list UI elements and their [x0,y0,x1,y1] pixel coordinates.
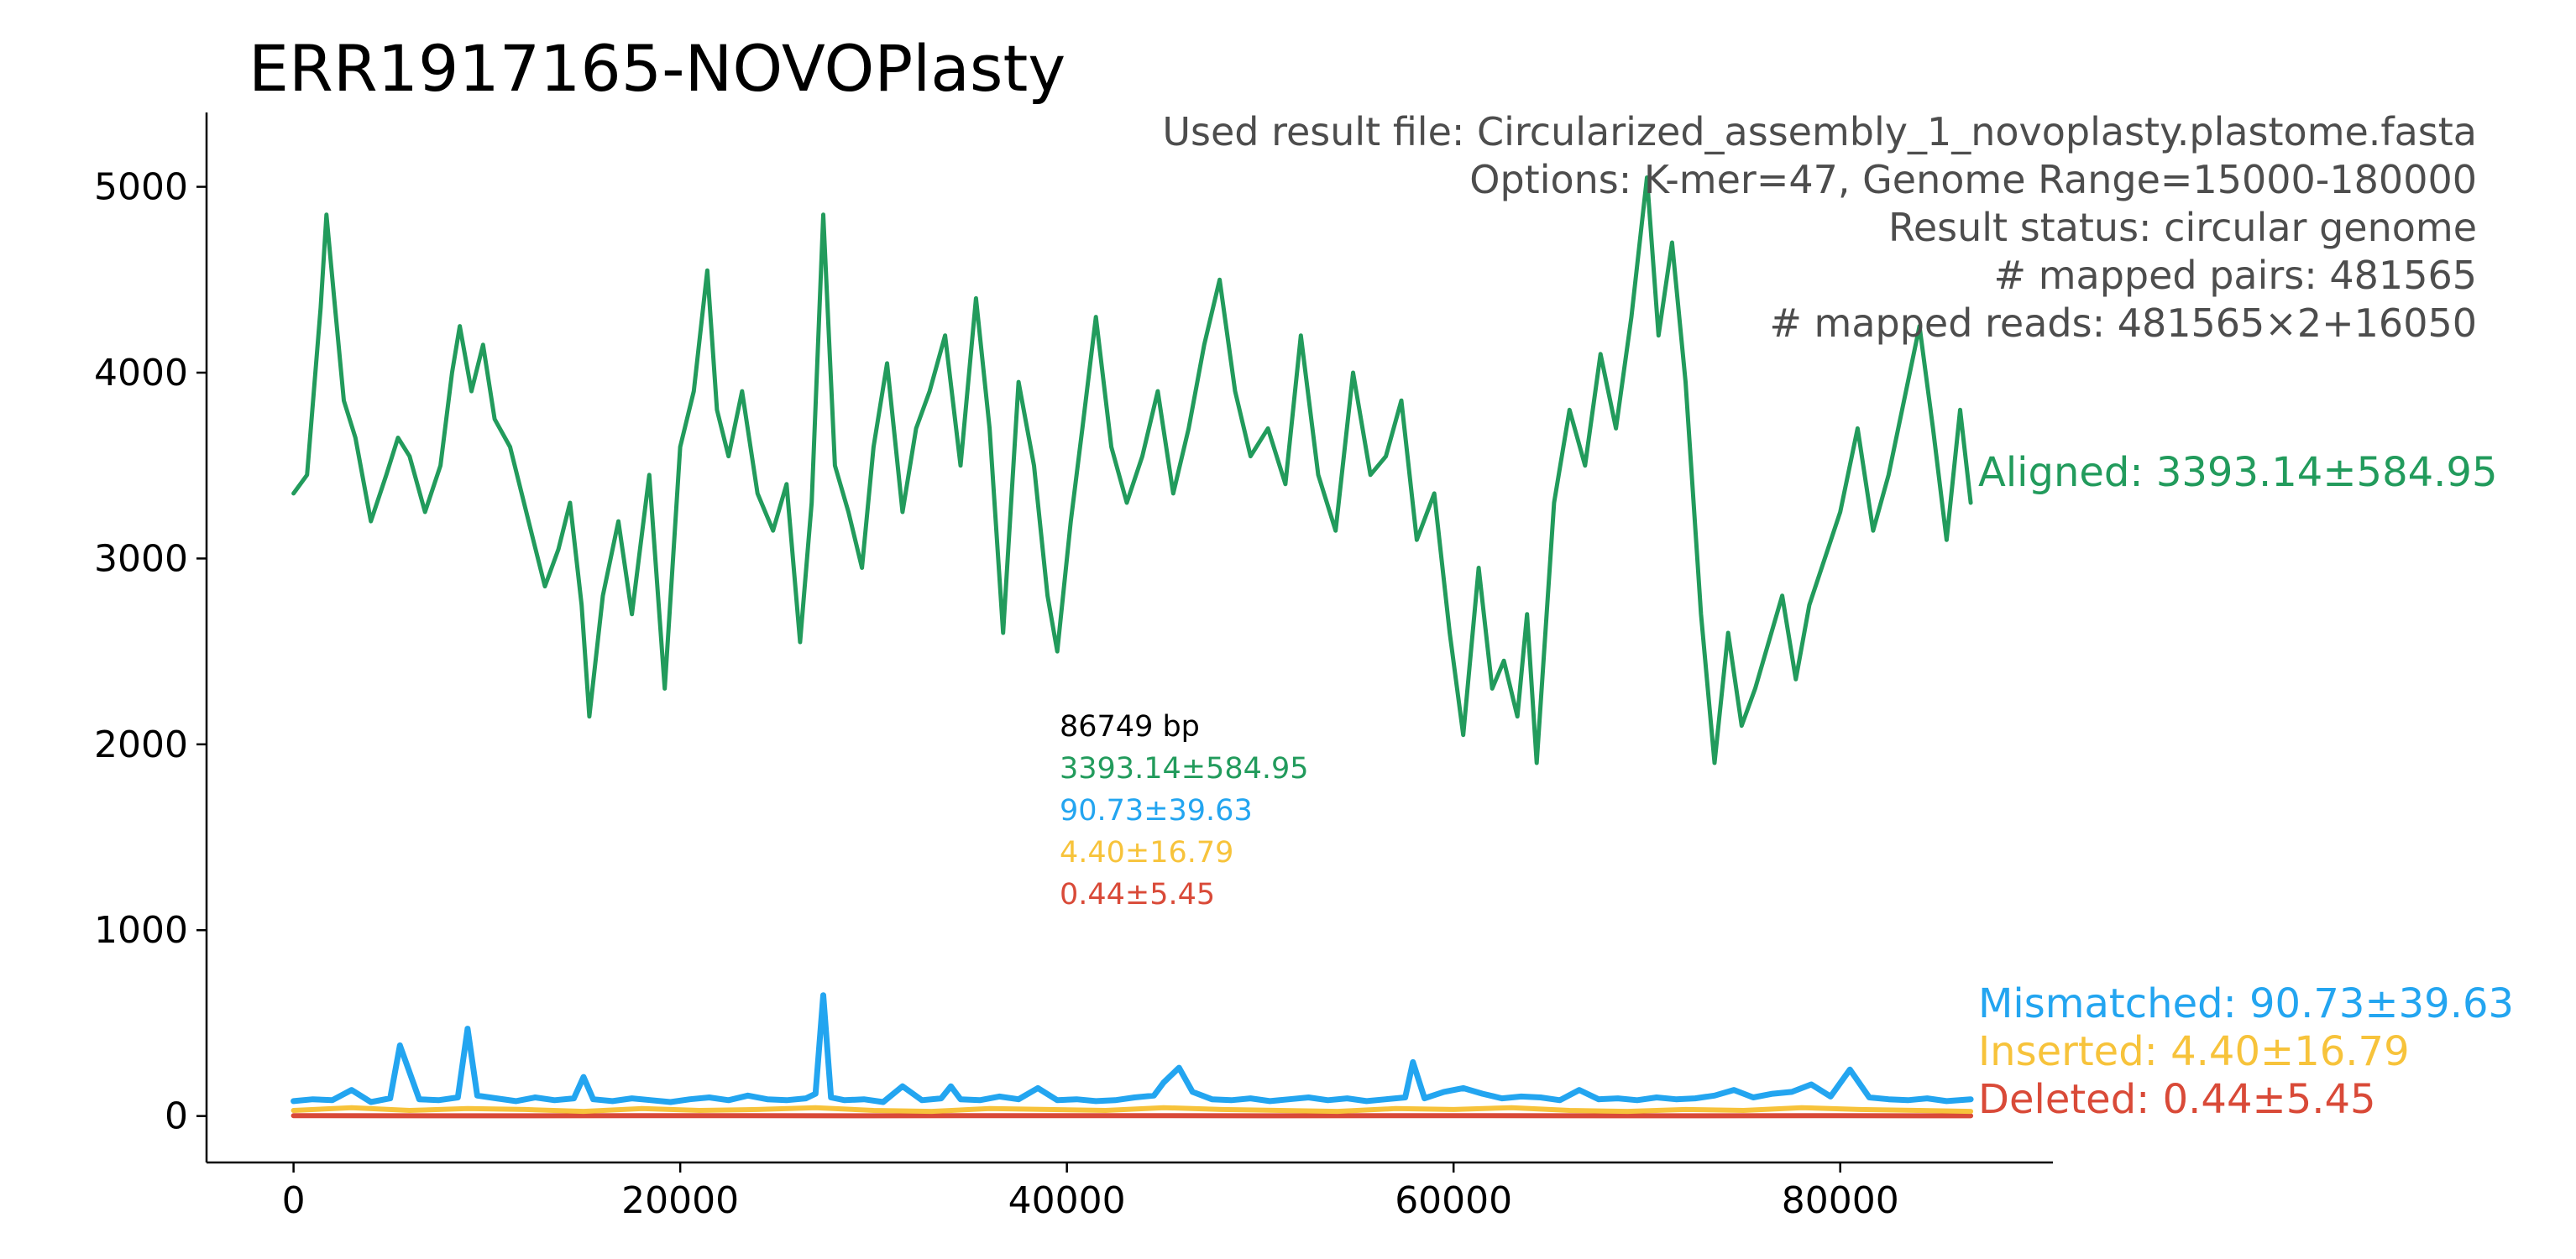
x-tick-label: 0 [282,1179,306,1222]
info-line-status: Result status: circular genome [1888,205,2477,250]
plot-series [291,175,1974,1119]
info-line-mapped-pairs: # mapped pairs: 481565 [1994,253,2477,298]
stat-mismatched: 90.73±39.63 [1060,794,1253,828]
series-label-inserted: Inserted: 4.40±16.79 [1978,1028,2410,1075]
series-line-inserted [291,1105,1974,1115]
series-line-mismatched [291,992,1974,1105]
series-label-aligned: Aligned: 3393.14±584.95 [1978,449,2498,496]
series-label-mismatched: Mismatched: 90.73±39.63 [1978,980,2514,1027]
chart-title: ERR1917165-NOVOPlasty [249,31,1065,106]
y-tick-label: 5000 [94,166,188,209]
y-tick-label: 1000 [94,909,188,952]
series-line-aligned [291,175,1973,765]
y-tick-label: 0 [165,1095,188,1138]
y-tick-label: 4000 [94,352,188,394]
series-labels: Aligned: 3393.14±584.95 Mismatched: 90.7… [1978,449,2514,1123]
info-line-mapped-reads: # mapped reads: 481565×2+16050 [1769,300,2477,346]
x-axis-ticks: 0 20000 40000 60000 80000 [282,1162,1899,1222]
info-annotation: Used result file: Circularized_assembly_… [1162,109,2477,346]
y-tick-label: 3000 [94,537,188,580]
x-tick-label: 60000 [1395,1179,1512,1222]
info-line-result-file: Used result file: Circularized_assembly_… [1162,109,2477,154]
stat-deleted: 0.44±5.45 [1060,878,1215,912]
stat-inserted: 4.40±16.79 [1060,836,1233,870]
x-tick-label: 20000 [621,1179,739,1222]
x-tick-label: 80000 [1782,1179,1899,1222]
info-line-options: Options: K-mer=47, Genome Range=15000-18… [1469,157,2477,202]
x-tick-label: 40000 [1008,1179,1126,1222]
y-axis-ticks: 0 1000 2000 3000 4000 5000 [94,166,207,1138]
stats-annotation: 86749 bp 3393.14±584.95 90.73±39.63 4.40… [1060,710,1309,912]
stat-length: 86749 bp [1060,710,1200,744]
y-tick-label: 2000 [94,724,188,766]
series-label-deleted: Deleted: 0.44±5.45 [1978,1076,2376,1123]
stat-aligned: 3393.14±584.95 [1060,752,1309,786]
